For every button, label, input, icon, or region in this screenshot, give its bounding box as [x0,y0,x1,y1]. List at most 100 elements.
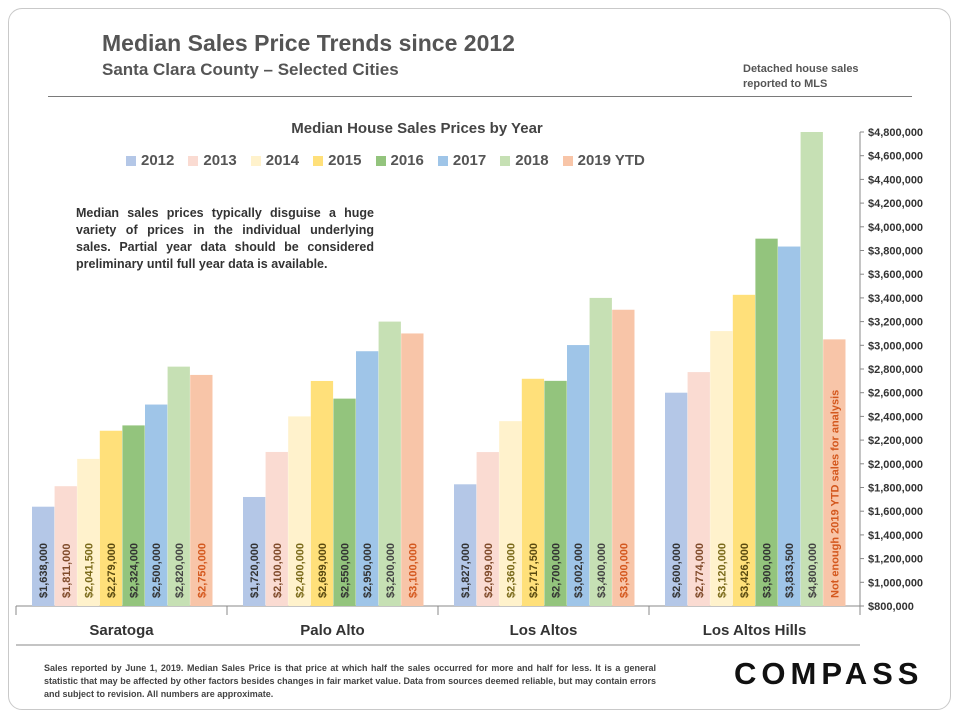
legend-swatch [562,155,573,166]
bar-2019-ytd [823,339,846,606]
bar-2016 [544,380,567,606]
bar-data-label: $2,099,000 [483,543,495,598]
bar-2015 [732,294,756,606]
bar-data-label: $3,300,000 [618,543,630,598]
chart-title: Median House Sales Prices by Year [291,120,543,137]
bar-2012 [243,496,266,606]
y-tick-label: $2,800,000 [868,364,923,376]
y-tick-label: $1,200,000 [868,554,923,566]
legend-item: 2018 [500,152,549,169]
y-tick-label: $4,400,000 [868,174,923,186]
y-tick-label: $3,800,000 [868,246,923,258]
legend-label: 2019 YTD [577,152,645,169]
y-tick-label: $4,200,000 [868,198,923,210]
category-label: Los Altos Hills [703,622,807,639]
bar-data-label: $2,699,000 [317,543,329,598]
header-divider [48,96,912,97]
bar-data-label: $2,750,000 [196,543,208,598]
bar-data-label: $2,100,000 [272,543,284,598]
bar-data-label: $3,833,500 [784,543,796,598]
bar-data-label: $3,002,000 [573,543,585,598]
category-label: Saratoga [89,622,154,639]
y-tick-label: $2,400,000 [868,411,923,423]
bar-data-label: $3,200,000 [385,543,397,598]
bar-2015 [310,380,334,606]
legend-item: 2016 [375,152,424,169]
chart-legend: 2012 2013 2014 2015 2016 2017 2018 2019 YTD [126,152,659,169]
legend-swatch [250,155,261,166]
bar-2017 [567,345,590,606]
y-tick-label: $1,600,000 [868,506,923,518]
bar-data-label: $2,700,000 [551,543,563,598]
bar-2015 [99,430,123,606]
legend-label: 2015 [328,152,362,169]
y-tick-label: $3,200,000 [868,317,923,329]
legend-label: 2018 [515,152,549,169]
bar-2018 [800,132,823,606]
bar-2018 [167,366,190,606]
y-tick-label: $2,600,000 [868,388,923,400]
bar-2017 [356,351,379,606]
legend-swatch [500,155,511,166]
bar-2013 [687,372,710,606]
bar-data-label: Not enough 2019 YTD sales for analysis [829,390,841,598]
bar-data-label: $1,827,000 [460,543,472,598]
category-label: Los Altos [510,622,578,639]
bar-data-label: $2,041,500 [83,543,95,598]
legend-label: 2016 [390,152,424,169]
category-label: Palo Alto [300,622,364,639]
legend-swatch [437,155,448,166]
bar-data-label: $1,638,000 [38,543,50,598]
y-tick-label: $4,000,000 [868,222,923,234]
bar-data-label: $3,400,000 [596,543,608,598]
source-note-line1: Detached house sales [743,63,859,75]
bar-data-label: $2,500,000 [151,543,163,598]
bar-data-label: $2,360,000 [505,543,517,598]
legend-label: 2014 [265,152,300,169]
legend-label: 2013 [203,152,237,169]
bar-data-label: $2,950,000 [362,543,374,598]
bar-2014 [288,416,311,606]
bar-2014 [710,331,733,606]
legend-swatch [126,155,136,166]
y-tick-label: $2,200,000 [868,435,923,447]
legend-swatch [375,155,386,166]
y-tick-label: $1,800,000 [868,483,923,495]
bar-data-label: $2,820,000 [174,543,186,598]
source-note: Detached house sales reported to MLS [743,62,883,92]
bar-data-label: $2,324,000 [129,543,141,598]
y-tick-label: $3,000,000 [868,340,923,352]
legend-item: 2019 YTD [562,152,645,169]
bar-data-label: $2,400,000 [294,543,306,598]
bar-2012 [665,392,688,606]
bar-2013 [54,486,77,606]
page-title: Median Sales Price Trends since 2012 [102,30,515,56]
bar-2018 [589,297,612,606]
bar-data-label: $2,279,000 [106,543,118,598]
bar-data-label: $2,550,000 [340,543,352,598]
bar-data-label: $1,811,000 [61,544,73,598]
bar-data-label: $3,100,000 [407,543,419,598]
legend-item: 2017 [437,152,487,169]
bar-2016 [755,238,778,606]
bar-data-label: $2,717,500 [528,543,540,598]
page-subtitle: Santa Clara County – Selected Cities [102,60,399,79]
bar-2016 [122,425,145,606]
bar-data-label: $3,900,000 [762,543,774,598]
y-tick-label: $4,600,000 [868,151,923,163]
bar-data-label: $4,800,000 [807,543,819,598]
legend-label: 2017 [452,152,487,169]
bar-2017 [778,246,801,606]
source-note-line2: reported to MLS [743,78,828,90]
y-tick-label: $1,400,000 [868,530,923,542]
bar-2015 [521,378,545,606]
bar-2019-ytd [612,309,635,606]
bar-2016 [333,398,356,606]
bar-2018 [378,321,401,606]
chart-annotation: Median sales prices typically disguise a… [76,206,374,271]
bar-data-label: $3,426,000 [739,543,751,598]
compass-logo: COMPASS [734,656,924,691]
y-tick-label: $3,600,000 [868,269,923,281]
bar-2013 [476,452,499,606]
